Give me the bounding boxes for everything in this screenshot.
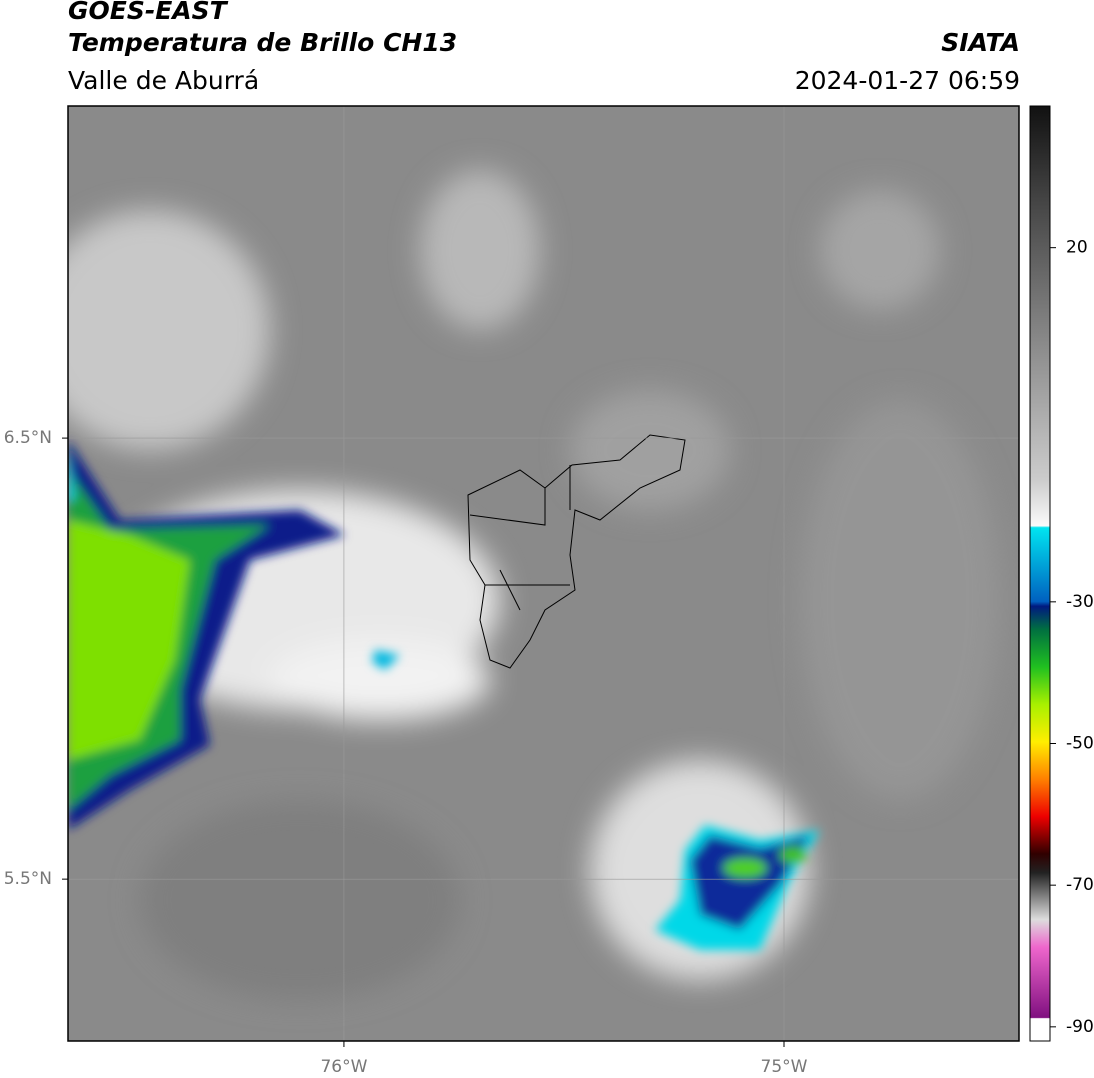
y-tick-label: 6.5°N xyxy=(4,428,52,448)
satellite-title: GOES-EAST xyxy=(68,0,227,25)
colorbar-tick-label: 20 xyxy=(1066,238,1088,258)
y-tick-label: 5.5°N xyxy=(4,869,52,889)
x-tick-label: 75°W xyxy=(761,1057,808,1077)
colorbar-tick-label: -50 xyxy=(1066,734,1094,754)
colorbar-tick-label: -70 xyxy=(1066,875,1094,895)
colorbar xyxy=(1029,105,1051,1042)
datetime: 2024-01-27 06:59 xyxy=(794,66,1020,95)
colorbar-tick-label: -90 xyxy=(1066,1017,1094,1037)
x-tick-label: 76°W xyxy=(320,1057,367,1077)
map-frame xyxy=(67,105,1020,1042)
product-title: Temperatura de Brillo CH13 xyxy=(68,28,458,57)
colorbar-tick-label: -30 xyxy=(1066,592,1094,612)
region: Valle de Aburrá xyxy=(68,66,260,95)
imagery xyxy=(68,106,1019,1041)
source: SIATA xyxy=(941,28,1020,57)
